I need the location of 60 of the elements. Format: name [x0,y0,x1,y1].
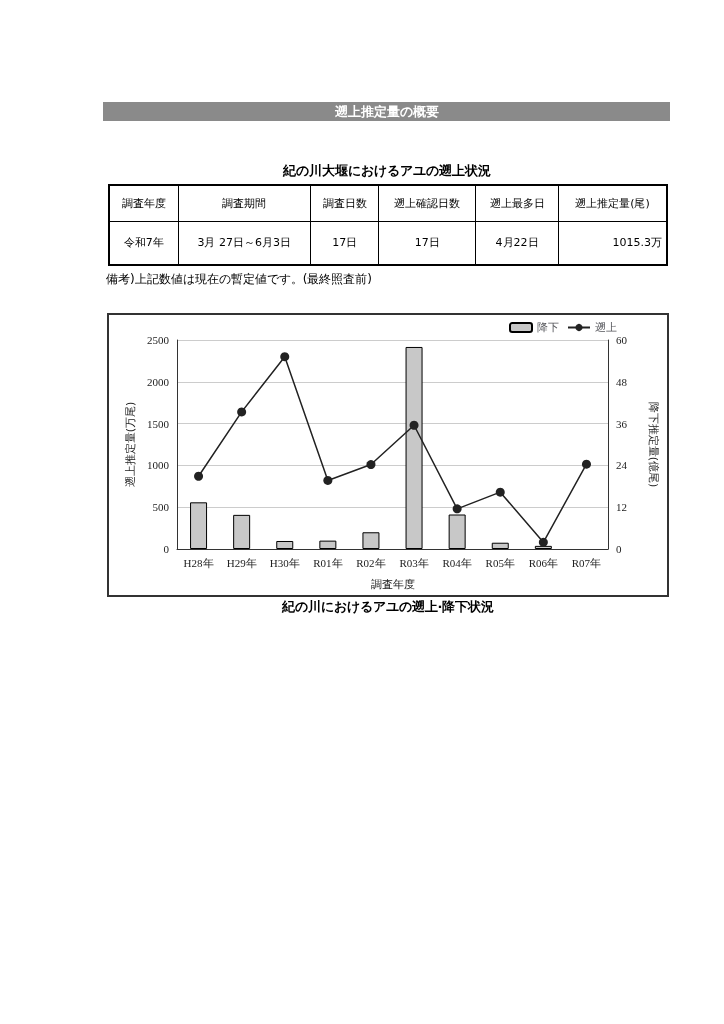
point [194,471,204,481]
x-tick-label: R04年 [442,556,472,569]
x-tick-label: R02年 [356,556,386,569]
legend-label: 降下 [537,321,559,334]
bar [534,545,552,549]
bar [276,540,294,549]
x-tick-label: R06年 [528,556,559,569]
y-tick-label: 500 [152,501,170,514]
text: 4月22日 [475,221,559,265]
text: 紀の川大堰におけるアユの遡上状況 [281,162,492,180]
point [538,537,548,547]
point [366,460,376,470]
text: 備考)上記数値は現在の暫定値です。(最終照査前) [106,271,373,288]
bar [448,514,466,549]
bar [362,532,380,549]
y-tick-label: 2500 [147,334,170,346]
text: 令和7年 [109,221,179,265]
text: 1015.3万 [558,221,667,265]
point [323,475,333,485]
point [409,420,419,430]
y2-axis-title: 降下推定量(億尾) [647,401,660,488]
text: 遡上確認日数 [378,185,476,221]
text: 遡上最多日 [475,185,559,221]
text: 調査日数 [310,185,379,221]
text: 3月 27日～6月3日 [178,221,311,265]
y-axis-title: 遡上推定量(万尾) [124,401,138,488]
text: 遡上推定量の概要 [103,102,670,121]
point [452,504,462,514]
point [495,487,505,497]
y-tick-label: 2000 [147,375,170,388]
y2-tick-label: 36 [616,417,628,430]
x-tick-label: R05年 [485,556,515,569]
y-tick-label: 1500 [147,417,170,430]
x-tick-label: R07年 [571,556,602,569]
text: 紀の川におけるアユの遡上·降下状況 [280,598,496,616]
point [581,459,591,469]
y2-tick-label: 12 [616,501,627,514]
x-tick-label: H30年 [269,556,300,569]
point [280,352,290,362]
y2-tick-label: 0 [616,543,622,555]
bar [233,514,251,549]
y-tick-label: 0 [163,543,170,555]
x-axis-title: 調査年度 [370,578,415,591]
y2-tick-label: 60 [616,334,628,346]
x-tick-label: H29年 [226,556,257,569]
text: 調査年度 [109,185,179,221]
y2-tick-label: 24 [616,459,628,472]
legend-label: 遡上 [595,321,617,334]
y-tick-label: 1000 [147,459,170,472]
x-tick-label: R03年 [399,556,429,569]
text: 17日 [310,221,379,265]
x-tick-label: R01年 [313,556,343,569]
bar [319,540,337,549]
point [237,407,247,417]
text: 17日 [378,221,476,265]
x-tick-label: H28年 [183,556,214,569]
text: 調査期間 [178,185,311,221]
y2-tick-label: 48 [616,375,628,388]
bar [491,542,509,549]
text: 遡上推定量(尾) [558,185,667,221]
